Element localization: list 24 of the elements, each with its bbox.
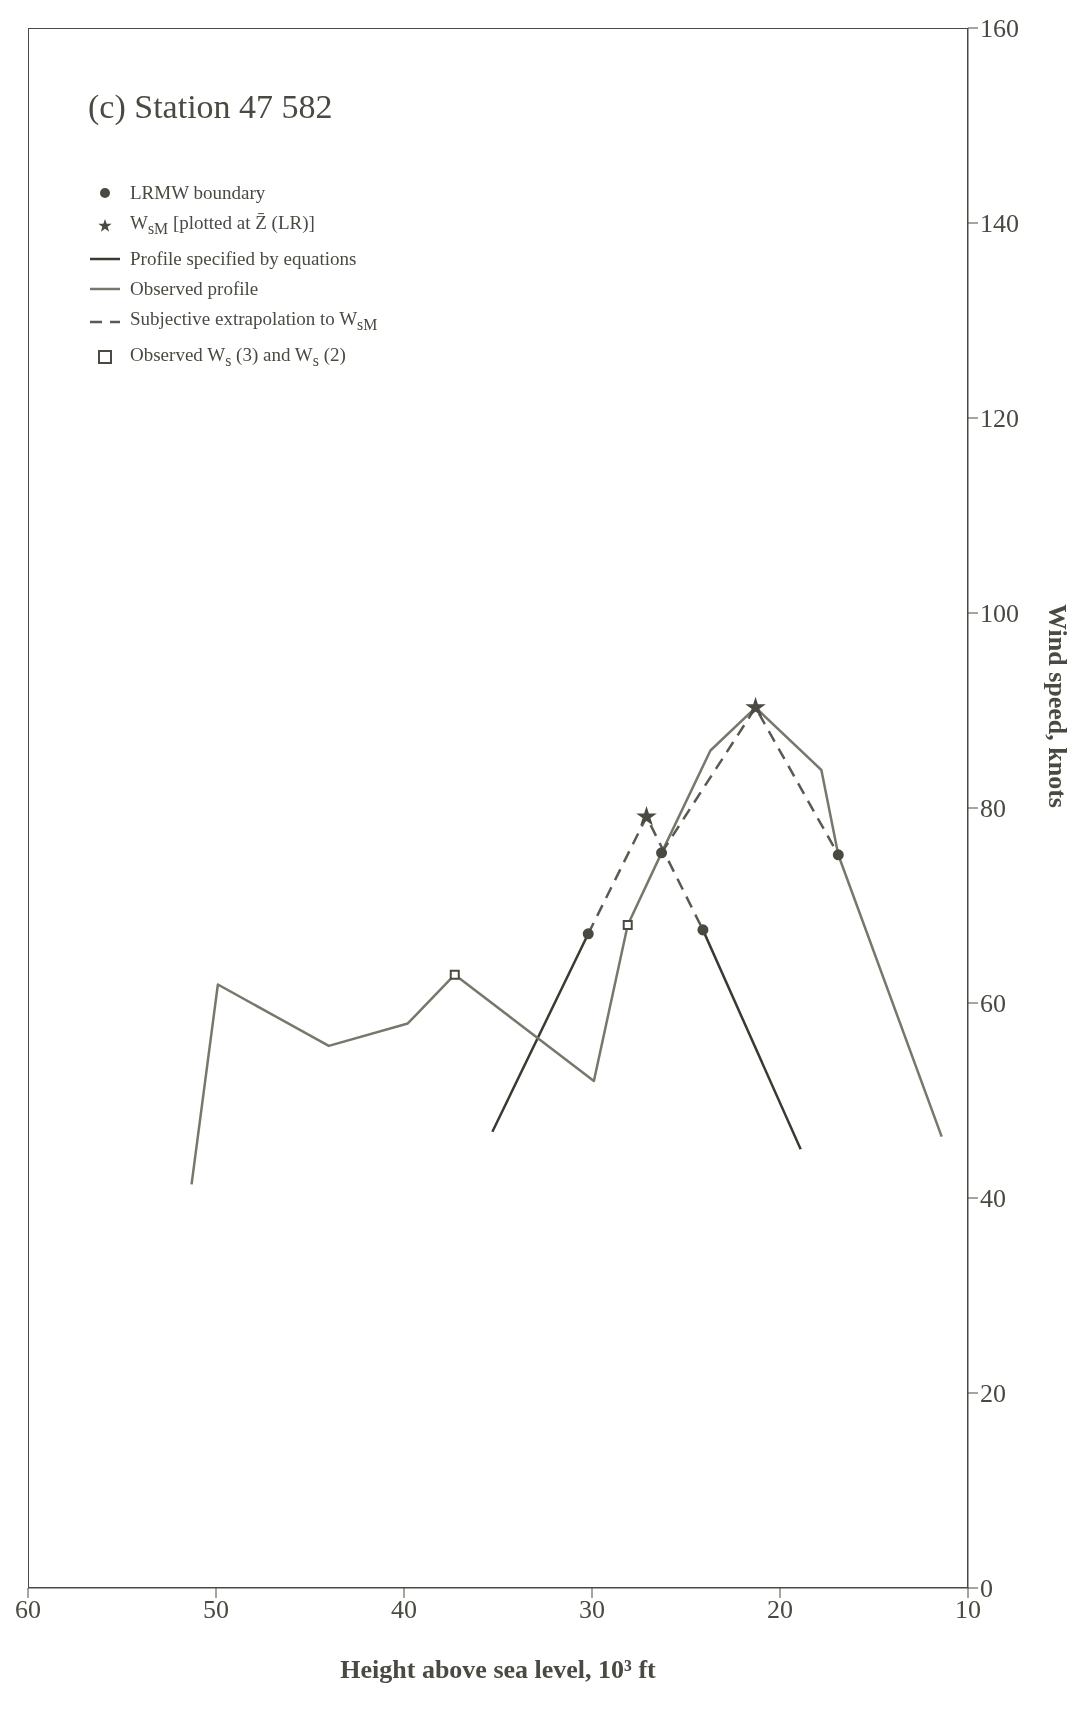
x-tick-label: 40 [391, 1595, 417, 1625]
x-tick-label: 30 [579, 1595, 605, 1625]
legend-label: Observed profile [130, 276, 259, 301]
y-tick-label: 100 [980, 599, 1019, 629]
y-tick-label: 80 [980, 794, 1006, 824]
x-tick-label: 20 [767, 1595, 793, 1625]
y-tick-label: 140 [980, 209, 1019, 239]
y-axis-title: Wind speed, knots [1042, 604, 1072, 808]
y-tick-label: 60 [980, 989, 1006, 1019]
legend-label: Subjective extrapolation to W$_{sM}$ [130, 306, 378, 335]
y-tick-label: 0 [980, 1574, 993, 1604]
legend-label: Profile specified by equations [130, 246, 357, 271]
x-tick-label: 10 [955, 1595, 981, 1625]
y-tick-label: 20 [980, 1379, 1006, 1409]
y-tick-label: 40 [980, 1184, 1006, 1214]
x-tick-label: 60 [15, 1595, 41, 1625]
legend-label: LRMW boundary [130, 181, 266, 205]
legend-label: W$_{sM}$ [plotted at Z̄ (LR)] [130, 211, 315, 239]
x-axis-title: Height above sea level, 10³ ft [340, 1655, 657, 1684]
x-tick-label: 50 [203, 1595, 229, 1625]
y-tick-label: 160 [980, 14, 1019, 44]
y-tick-label: 120 [980, 404, 1019, 434]
legend-label: Observed W$_{s}$ (3) and W$_{s}$ (2) [130, 342, 346, 371]
text: (c) Station 47 582 [88, 88, 333, 126]
